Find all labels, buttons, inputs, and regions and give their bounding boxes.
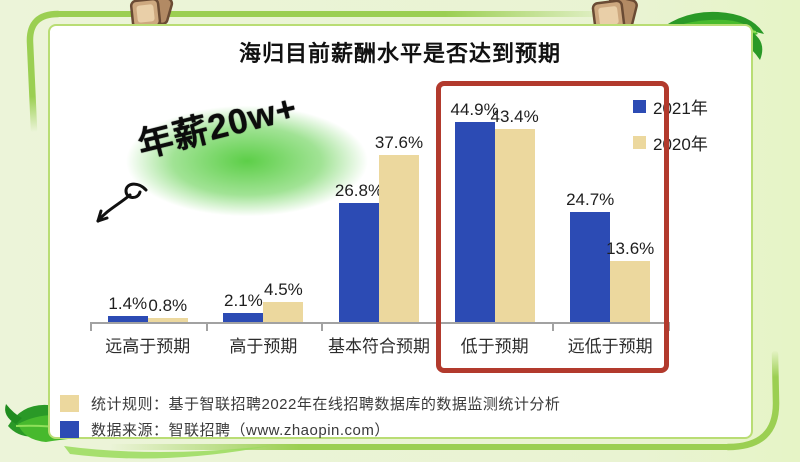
value-label: 1.4% xyxy=(108,294,148,313)
footer-text-source: 数据来源：智联招聘（www.zhaopin.com） xyxy=(91,422,390,439)
highlight-box xyxy=(436,81,669,373)
value-label: 43.4% xyxy=(490,107,539,126)
category-label: 高于预期 xyxy=(229,337,298,356)
value-label: 24.7% xyxy=(566,190,615,209)
value-label: 44.9% xyxy=(450,100,499,119)
category-label: 低于预期 xyxy=(460,337,529,356)
bar-2021年-低于预期 xyxy=(454,122,495,322)
x-axis-line xyxy=(90,322,668,324)
category-label: 基本符合预期 xyxy=(328,337,430,356)
value-label: 13.6% xyxy=(606,239,655,258)
legend-swatch-2020 xyxy=(633,136,646,149)
footer: 统计规则：基于智联招聘2022年在线招聘数据库的数据监测统计分析 数据来源：智联… xyxy=(60,393,560,445)
bar-2021年-远低于预期 xyxy=(570,212,611,322)
bar-2020年-低于预期 xyxy=(494,129,535,322)
category-label: 远低于预期 xyxy=(567,337,653,356)
chart-title: 海归目前薪酬水平是否达到预期 xyxy=(238,41,561,66)
bar-2020年-基本符合预期 xyxy=(379,155,419,322)
bar-2021年-基本符合预期 xyxy=(339,203,379,322)
category-label: 远高于预期 xyxy=(105,337,191,356)
bar-2021年-远高于预期 xyxy=(107,316,148,322)
value-label: 37.6% xyxy=(374,133,424,152)
value-label: 0.8% xyxy=(148,296,188,315)
axis-tick xyxy=(552,322,555,331)
footer-row-rule: 统计规则：基于智联招聘2022年在线招聘数据库的数据监测统计分析 xyxy=(60,393,560,414)
footer-text-rule: 统计规则：基于智联招聘2022年在线招聘数据库的数据监测统计分析 xyxy=(91,396,561,413)
axis-tick xyxy=(321,322,324,331)
axis-tick xyxy=(205,322,208,331)
bar-2020年-远高于预期 xyxy=(147,318,188,322)
axis-tick xyxy=(90,322,92,331)
bar-2020年-高于预期 xyxy=(263,302,304,322)
footer-swatch-2021 xyxy=(60,421,79,438)
footer-row-source: 数据来源：智联招聘（www.zhaopin.com） xyxy=(60,419,560,440)
axis-tick xyxy=(668,322,670,331)
footer-swatch-2020 xyxy=(60,395,79,412)
bar-2021年-高于预期 xyxy=(223,313,264,322)
value-label: 4.5% xyxy=(264,280,303,299)
legend-swatch-2021 xyxy=(633,100,646,113)
value-label: 26.8% xyxy=(334,181,384,200)
bar-2020年-远低于预期 xyxy=(610,261,651,322)
value-label: 2.1% xyxy=(224,291,263,310)
annotation-arrow-icon xyxy=(96,182,148,223)
